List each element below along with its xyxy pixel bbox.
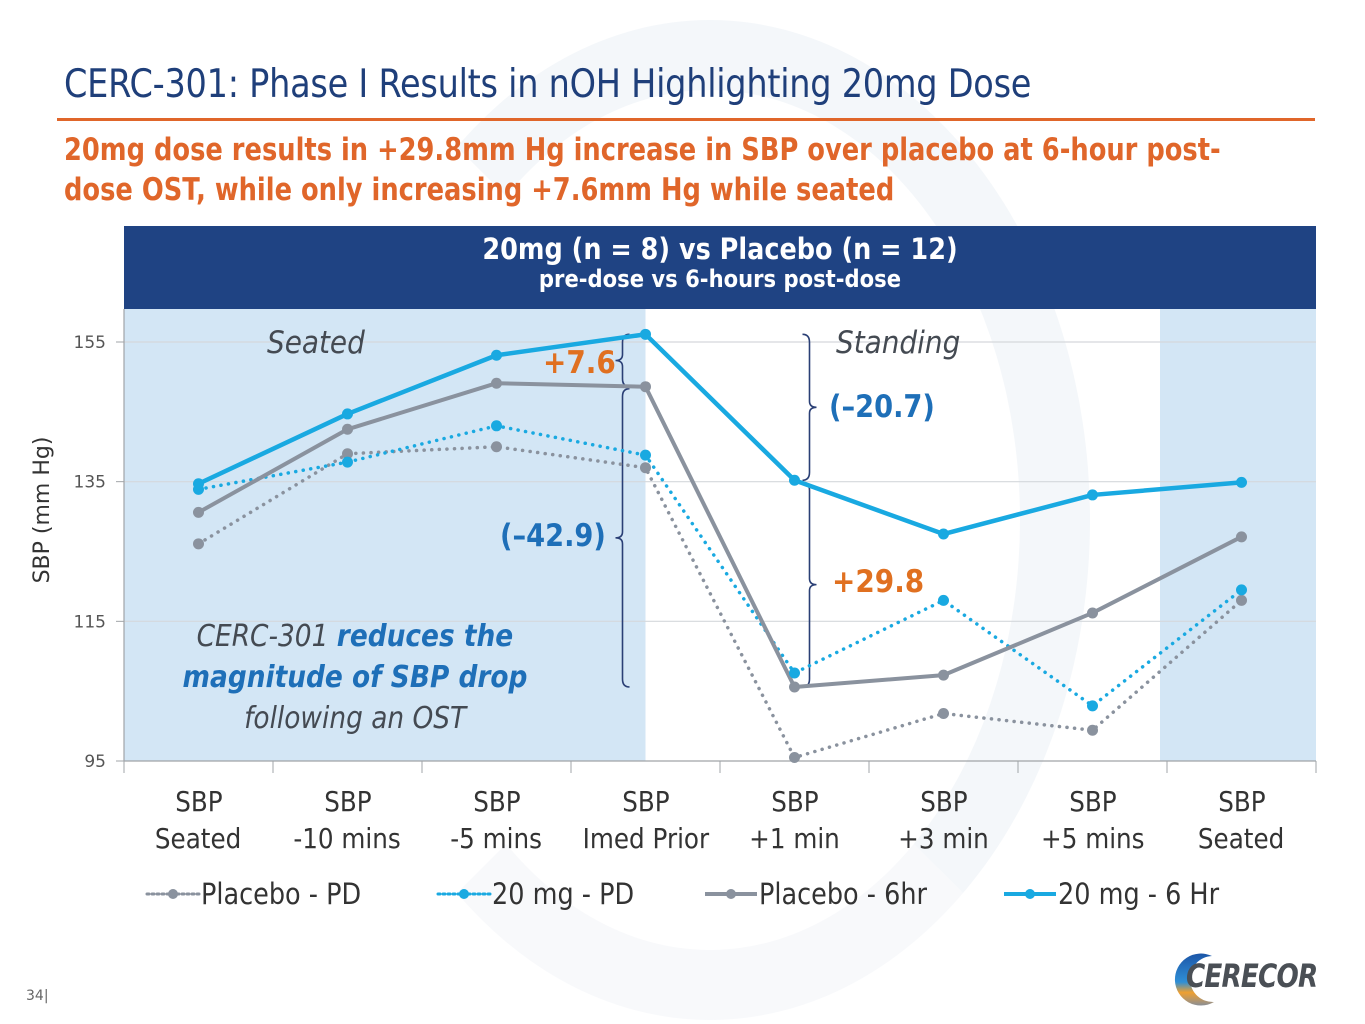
callout-line-2: magnitude of SBP drop <box>182 660 528 695</box>
callout-line-3: following an OST <box>243 701 467 736</box>
brace-drop-20mg <box>802 333 817 482</box>
callout-text: CERC-301 reduces the magnitude of SBP dr… <box>150 616 560 739</box>
data-point-20-mg-6-hr <box>938 528 949 540</box>
data-point-20-mg-6-hr <box>1236 476 1247 488</box>
chart-subtitle: pre-dose vs 6-hours post-dose <box>538 265 902 293</box>
annotation-standing: Standing <box>836 325 961 361</box>
data-point-20-mg-6-hr <box>640 328 651 340</box>
chart-title: 20mg (n = 8) vs Placebo (n = 12) <box>482 232 958 266</box>
legend-item-placebo-6hr: Placebo - 6hr <box>703 877 950 911</box>
y-tick-label: 135 <box>74 473 106 493</box>
title-divider <box>57 118 1315 121</box>
data-point-20-mg-6-hr <box>491 349 502 361</box>
annotation-drop-20mg: (–20.7) <box>829 389 935 425</box>
data-point-20-mg-6-hr <box>342 408 353 420</box>
data-point-placebo-6hr <box>938 669 949 681</box>
company-logo: CERECOR <box>1168 948 1328 1008</box>
legend-marker-20mg-6hr <box>1004 889 1056 899</box>
x-tick-label: SBP Imed Prior <box>582 785 709 855</box>
data-point-placebo-6hr <box>789 681 800 693</box>
data-point-placebo-pd <box>938 708 949 720</box>
legend-item-20mg-pd: 20 mg - PD <box>436 877 654 911</box>
logo-crescent-icon <box>1174 953 1214 1006</box>
data-point-placebo-pd <box>193 538 204 550</box>
y-tick-label: 115 <box>74 612 106 632</box>
data-point-20-mg-pd <box>1087 700 1098 712</box>
y-axis-label: SBP (mm Hg) <box>30 436 55 584</box>
data-point-placebo-6hr <box>491 377 502 389</box>
data-point-placebo-pd <box>1087 724 1098 736</box>
annotation-diff-standing: +29.8 <box>832 564 925 600</box>
brace-diff-standing <box>802 481 817 688</box>
data-point-20-mg-pd <box>342 456 353 468</box>
chart-legend: Placebo - PD 20 mg - PD Placebo - 6hr 20… <box>0 877 1365 917</box>
data-point-placebo-pd <box>789 752 800 764</box>
callout-line-1b: reduces the <box>336 619 514 654</box>
data-point-placebo-pd <box>342 448 353 460</box>
legend-label: 20 mg - PD <box>492 877 635 911</box>
data-point-placebo-6hr <box>1236 531 1247 543</box>
y-tick-label: 155 <box>74 333 106 353</box>
subtitle-line-2: dose OST, while only increasing +7.6mm H… <box>64 172 895 208</box>
slide-subtitle: 20mg dose results in +29.8mm Hg increase… <box>64 130 1226 210</box>
annotation-seated: Seated <box>267 325 365 361</box>
data-point-20-mg-6-hr <box>789 474 800 486</box>
legend-label: 20 mg - 6 Hr <box>1058 877 1220 911</box>
x-tick-label: SBP +3 min <box>898 785 989 855</box>
data-point-placebo-pd <box>640 462 651 474</box>
subtitle-line-1: 20mg dose results in +29.8mm Hg increase… <box>64 132 1221 168</box>
data-point-20-mg-pd <box>789 667 800 679</box>
x-tick-label: SBP +5 mins <box>1040 785 1145 855</box>
data-point-placebo-6hr <box>193 506 204 518</box>
legend-marker-placebo-pd <box>145 889 201 899</box>
data-point-20-mg-6-hr <box>1087 489 1098 501</box>
legend-label: Placebo - PD <box>201 877 362 911</box>
annotation-diff-seated: +7.6 <box>543 345 616 381</box>
legend-item-20mg-6hr: 20 mg - 6 Hr <box>1002 877 1241 911</box>
data-point-placebo-6hr <box>342 423 353 435</box>
series-line-20-mg-6-hr <box>196 332 1244 537</box>
x-tick-label: SBP Seated <box>155 785 242 855</box>
data-point-20-mg-6-hr <box>193 478 204 490</box>
brace-drop-placebo <box>615 387 630 688</box>
x-tick-label: SBP Seated <box>1198 785 1285 855</box>
data-point-placebo-6hr <box>1087 607 1098 619</box>
data-point-20-mg-pd <box>1236 584 1247 596</box>
logo-text: CERECOR <box>1186 957 1318 995</box>
x-tick-label: SBP -10 mins <box>293 785 402 855</box>
x-tick-label: SBP -5 mins <box>450 785 543 855</box>
legend-marker-20mg-pd <box>436 889 492 899</box>
callout-line-1a: CERC-301 <box>196 619 337 654</box>
y-tick-label: 95 <box>84 752 106 772</box>
data-point-placebo-pd <box>491 441 502 453</box>
slide-title: CERC-301: Phase I Results in nOH Highlig… <box>64 62 1032 107</box>
data-point-20-mg-pd <box>640 449 651 461</box>
legend-marker-placebo-6hr <box>705 889 757 899</box>
legend-label: Placebo - 6hr <box>759 877 928 911</box>
legend-item-placebo-pd: Placebo - PD <box>145 877 383 911</box>
data-point-20-mg-pd <box>491 420 502 432</box>
series-line-placebo-6hr <box>196 381 1244 689</box>
chart-header-band: 20mg (n = 8) vs Placebo (n = 12) pre-dos… <box>124 226 1316 309</box>
series-line-placebo-pd <box>196 445 1244 760</box>
data-point-placebo-pd <box>1236 594 1247 606</box>
data-point-20-mg-pd <box>938 594 949 606</box>
data-point-placebo-6hr <box>640 381 651 393</box>
annotation-drop-placebo: (–42.9) <box>500 518 606 554</box>
x-tick-label: SBP +1 min <box>749 785 840 855</box>
page-number: 34| <box>26 988 49 1004</box>
